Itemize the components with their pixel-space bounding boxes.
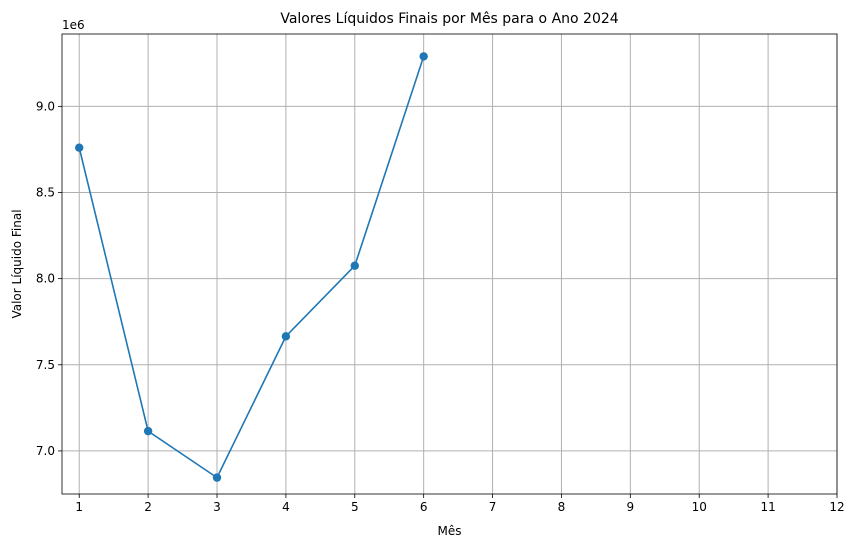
x-axis-label: Mês (438, 524, 462, 538)
y-tick-label: 8.5 (36, 186, 55, 200)
x-tick-label: 5 (351, 500, 359, 514)
series-line (78, 56, 425, 479)
data-point (143, 426, 153, 436)
plot-frame (61, 33, 838, 495)
grid (62, 34, 838, 494)
x-tick-label: 11 (760, 500, 775, 514)
x-tick-label: 6 (420, 500, 428, 514)
y-offset-label: 1e6 (62, 18, 85, 32)
data-point (281, 332, 291, 341)
x-tick-label: 1 (75, 500, 83, 514)
x-tick-label: 7 (489, 500, 497, 514)
y-tick-label: 7.0 (36, 444, 55, 458)
x-tick-label: 3 (213, 500, 221, 514)
x-tick-label: 12 (829, 500, 844, 514)
x-tick-label: 9 (627, 500, 635, 514)
y-axis: 7.0 7.5 8.0 8.5 9.0 (36, 99, 62, 458)
data-point (75, 143, 84, 152)
y-axis-label: Valor Líquido Final (10, 209, 24, 318)
chart-title: Valores Líquidos Finais por Mês para o A… (280, 11, 618, 27)
data-point (212, 473, 222, 482)
data-point (419, 52, 428, 61)
series-layer (75, 52, 428, 482)
y-tick-label: 8.0 (36, 272, 55, 286)
y-tick-label: 7.5 (36, 358, 55, 372)
data-point (350, 261, 359, 270)
y-tick-label: 9.0 (36, 99, 55, 113)
x-tick-label: 4 (282, 500, 290, 514)
x-tick-label: 10 (692, 500, 707, 514)
x-tick-label: 2 (144, 500, 152, 514)
x-axis: 1 2 3 4 5 6 7 8 9 10 11 12 (75, 494, 845, 514)
x-tick-label: 8 (558, 500, 566, 514)
